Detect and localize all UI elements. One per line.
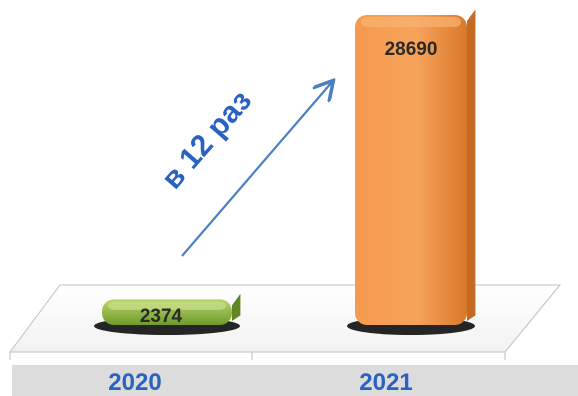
data-label-2020: 2374	[140, 306, 183, 327]
bar-side	[232, 293, 241, 321]
category-label-2020: 2020	[108, 369, 161, 396]
bar-2020	[94, 293, 241, 335]
chart-floor	[9, 284, 562, 360]
bar-side	[467, 9, 476, 322]
bar-face	[355, 15, 467, 325]
category-label-2021: 2021	[359, 369, 412, 396]
category-ticks: 2020 2021	[108, 369, 412, 396]
bar-highlight	[361, 17, 461, 27]
bars-group: 2374 28690	[94, 9, 476, 335]
growth-annotation: в 12 раз	[155, 84, 258, 195]
growth-arrow	[181, 82, 332, 257]
category-axis-band	[12, 365, 578, 396]
data-label-2021: 28690	[385, 39, 438, 60]
bar-2021	[347, 9, 476, 335]
bar-highlight	[108, 301, 226, 310]
